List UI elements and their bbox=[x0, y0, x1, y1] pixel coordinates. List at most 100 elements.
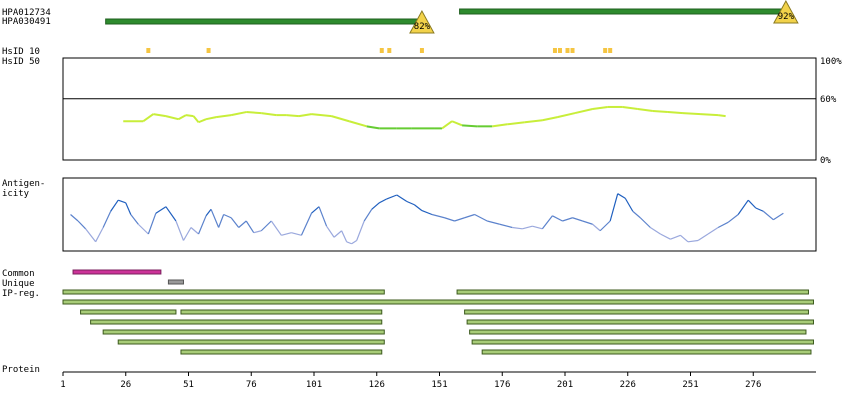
antigenicity-line-segment bbox=[660, 233, 671, 240]
antigenicity-line-segment bbox=[311, 206, 320, 214]
protein-tick-label: 276 bbox=[745, 380, 761, 390]
ip-reg-bar bbox=[102, 329, 385, 335]
identity-triangle bbox=[409, 9, 435, 34]
antigenicity-label: Antigen- bbox=[2, 179, 45, 189]
protein-tick-label: 101 bbox=[306, 380, 322, 390]
antibody-name-label: HPA030491 bbox=[2, 17, 51, 27]
identity-line-segment bbox=[142, 113, 154, 123]
antigenicity-line-segment bbox=[773, 212, 784, 221]
antigenicity-line-segment bbox=[85, 228, 97, 243]
identity-line-segment bbox=[198, 118, 207, 124]
antigenicity-line-segment bbox=[386, 194, 398, 200]
antigenicity-line-segment bbox=[130, 214, 139, 225]
identity-line-segment bbox=[215, 114, 232, 119]
antigenicity-line-segment bbox=[155, 206, 167, 214]
antigenicity-line-segment bbox=[356, 220, 365, 241]
identity-line-segment bbox=[441, 120, 453, 130]
antigenicity-line-segment bbox=[218, 214, 225, 228]
ip-reg-bar bbox=[466, 319, 814, 325]
identity-line-segment bbox=[507, 121, 525, 126]
antigenicity-line-segment bbox=[474, 213, 488, 222]
identity-line-segment bbox=[717, 114, 726, 118]
ip-reg-bar bbox=[180, 349, 383, 355]
antigenicity-line-segment bbox=[650, 226, 661, 235]
identity-line-segment bbox=[153, 113, 167, 118]
protein-tick-label: 1 bbox=[60, 380, 65, 390]
hsid-mark bbox=[552, 48, 557, 53]
common-segment bbox=[72, 269, 162, 275]
antigenicity-line-segment bbox=[270, 220, 282, 236]
identity-line-segment bbox=[667, 111, 684, 115]
hsid-mark bbox=[379, 48, 384, 53]
antigenicity-line-segment bbox=[318, 206, 328, 227]
antigenicity-line-segment bbox=[95, 227, 104, 243]
antigenicity-line-segment bbox=[552, 215, 563, 222]
antigenicity-line-segment bbox=[512, 226, 523, 230]
identity-line-segment bbox=[451, 120, 463, 127]
antigenicity-line-segment bbox=[632, 210, 641, 219]
antigenicity-line-segment bbox=[487, 220, 500, 225]
antigenicity-line-segment bbox=[431, 213, 445, 219]
identity-line-segment bbox=[492, 123, 508, 128]
antigenicity-line-segment bbox=[592, 223, 601, 232]
antigenicity-line-segment bbox=[238, 220, 247, 228]
identity-line-segment bbox=[286, 114, 300, 118]
identity-line-segment bbox=[246, 111, 262, 115]
antigenicity-line-segment bbox=[281, 232, 292, 236]
ip-reg-bar bbox=[62, 299, 814, 305]
region-row-label: IP-reg. bbox=[2, 289, 40, 299]
antigenicity-line-segment bbox=[165, 206, 177, 222]
ip-reg-bar bbox=[464, 309, 809, 315]
hsid-mark bbox=[565, 48, 570, 53]
antigenicity-line-segment bbox=[182, 227, 192, 241]
antigenicity-line-segment bbox=[687, 239, 699, 243]
antigenicity-panel: Antigen-icity bbox=[2, 177, 817, 252]
antigenicity-line-segment bbox=[444, 217, 455, 222]
antigenicity-line-segment bbox=[541, 215, 553, 230]
antigenicity-line-segment bbox=[680, 234, 689, 243]
identity-percent-label: 82% bbox=[414, 22, 431, 32]
hsid-mark bbox=[570, 48, 575, 53]
antigenicity-line-segment bbox=[351, 239, 357, 245]
antigenicity-line-segment bbox=[223, 213, 232, 219]
ip-reg-bar bbox=[481, 349, 812, 355]
antigenicity-line-segment bbox=[197, 215, 207, 235]
antigenicity-line-segment bbox=[205, 208, 212, 217]
antigenicity-line-segment bbox=[147, 212, 157, 235]
antigenicity-line-segment bbox=[363, 208, 373, 222]
ip-reg-bar bbox=[117, 339, 385, 345]
identity-tick-label: 0% bbox=[820, 156, 831, 166]
identity-line-segment bbox=[524, 119, 543, 124]
protein-tick-label: 201 bbox=[557, 380, 573, 390]
identity-line-segment bbox=[348, 120, 367, 128]
antigenicity-line-segment bbox=[624, 197, 634, 212]
identity-tick-label: 100% bbox=[820, 57, 842, 67]
identity-line-segment bbox=[574, 108, 593, 115]
antigenicity-line-segment bbox=[670, 234, 681, 240]
antigenicity-line-segment bbox=[333, 230, 343, 238]
antibody-bar bbox=[105, 18, 423, 25]
antigenicity-line-segment bbox=[562, 217, 573, 222]
protein-tick-label: 226 bbox=[620, 380, 636, 390]
antigenicity-line-segment bbox=[245, 220, 255, 234]
hsid-mark bbox=[146, 48, 151, 53]
antigenicity-line-segment bbox=[260, 220, 272, 232]
antigenicity-line-segment bbox=[137, 223, 149, 235]
antigenicity-line-segment bbox=[326, 225, 335, 238]
antigenicity-line-segment bbox=[396, 194, 408, 203]
ip-reg-bar bbox=[471, 339, 814, 345]
identity-line-segment bbox=[462, 124, 478, 128]
antibody-track: HPA012734 92% HPA030491 82% bbox=[2, 0, 799, 34]
antigenicity-line-segment bbox=[762, 210, 774, 221]
identity-tick-label: 60% bbox=[820, 95, 837, 105]
antigenicity-line-segment bbox=[421, 210, 433, 216]
antigenicity-line-segment bbox=[125, 202, 132, 215]
protein-tick-label: 126 bbox=[369, 380, 385, 390]
antigenicity-line-segment bbox=[639, 217, 651, 228]
protein-tick-label: 176 bbox=[494, 380, 510, 390]
region-row-label: Unique bbox=[2, 279, 35, 289]
hsid-label: HsID 50 bbox=[2, 57, 40, 67]
